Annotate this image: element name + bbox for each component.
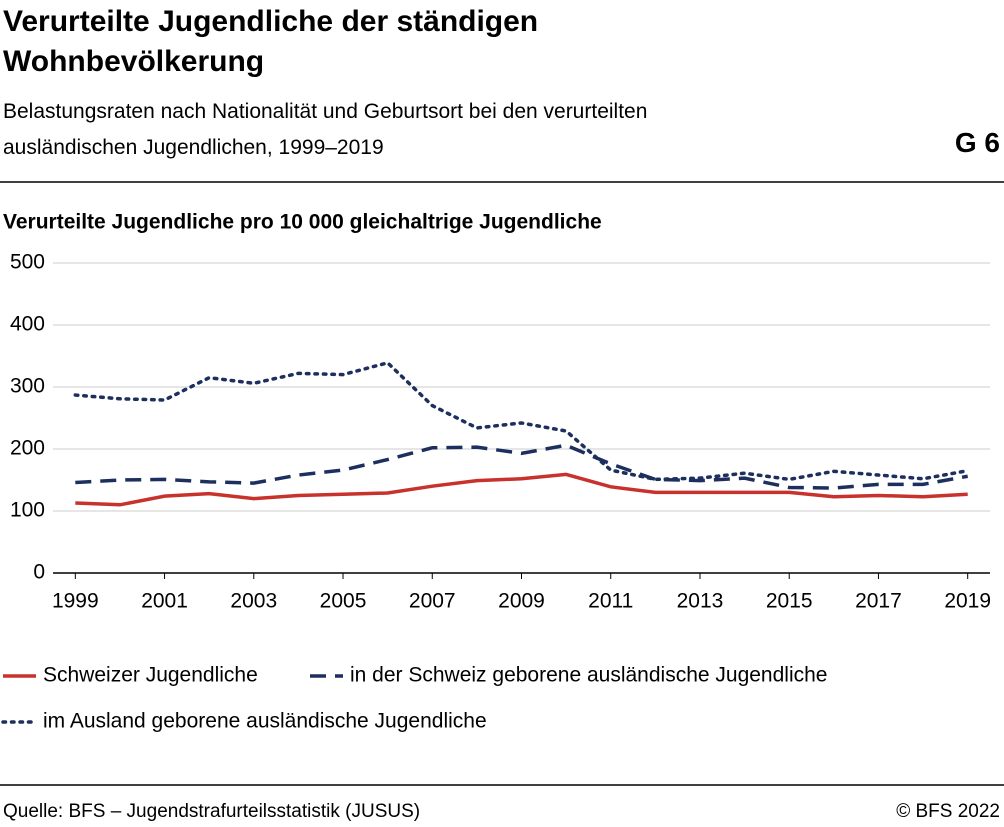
legend-label: Schweizer Jugendliche bbox=[43, 664, 258, 687]
x-tick-label: 2013 bbox=[677, 590, 724, 613]
y-tick-label: 0 bbox=[33, 561, 45, 584]
x-tick-label: 2015 bbox=[766, 590, 813, 613]
y-tick-label: 500 bbox=[10, 251, 45, 274]
source: Quelle: BFS – Jugendstrafurteilsstatisti… bbox=[3, 801, 420, 822]
y-tick-label: 400 bbox=[10, 313, 45, 336]
x-tick-label: 1999 bbox=[52, 590, 99, 613]
x-tick-label: 2001 bbox=[141, 590, 188, 613]
title: Verurteilte Jugendliche der ständigen Wo… bbox=[3, 5, 539, 78]
series-line bbox=[75, 443, 969, 490]
y-tick-label: 200 bbox=[10, 437, 45, 460]
x-tick-label: 2005 bbox=[320, 590, 367, 613]
figure-label: G 6 bbox=[954, 127, 1000, 158]
legend-label: im Ausland geborene ausländische Jugendl… bbox=[43, 710, 487, 733]
x-tick-label: 2017 bbox=[855, 590, 902, 613]
x-tick-label: 2011 bbox=[588, 590, 633, 613]
x-tick-label: 2009 bbox=[498, 590, 545, 613]
legend-label: in der Schweiz geborene ausländische Jug… bbox=[350, 664, 827, 687]
x-tick-label: 2003 bbox=[230, 590, 277, 613]
y-tick-label: 100 bbox=[10, 499, 45, 522]
copyright: © BFS 2022 bbox=[896, 801, 1000, 822]
x-tick-label: 2019 bbox=[944, 590, 991, 613]
y-axis-label: Verurteilte Jugendliche pro 10 000 gleic… bbox=[3, 211, 602, 234]
series-line bbox=[75, 472, 968, 507]
y-tick-label: 300 bbox=[10, 375, 45, 398]
series-line bbox=[73, 360, 970, 482]
subtitle: Belastungsraten nach Nationalität und Ge… bbox=[3, 100, 648, 159]
x-tick-label: 2007 bbox=[409, 590, 456, 613]
